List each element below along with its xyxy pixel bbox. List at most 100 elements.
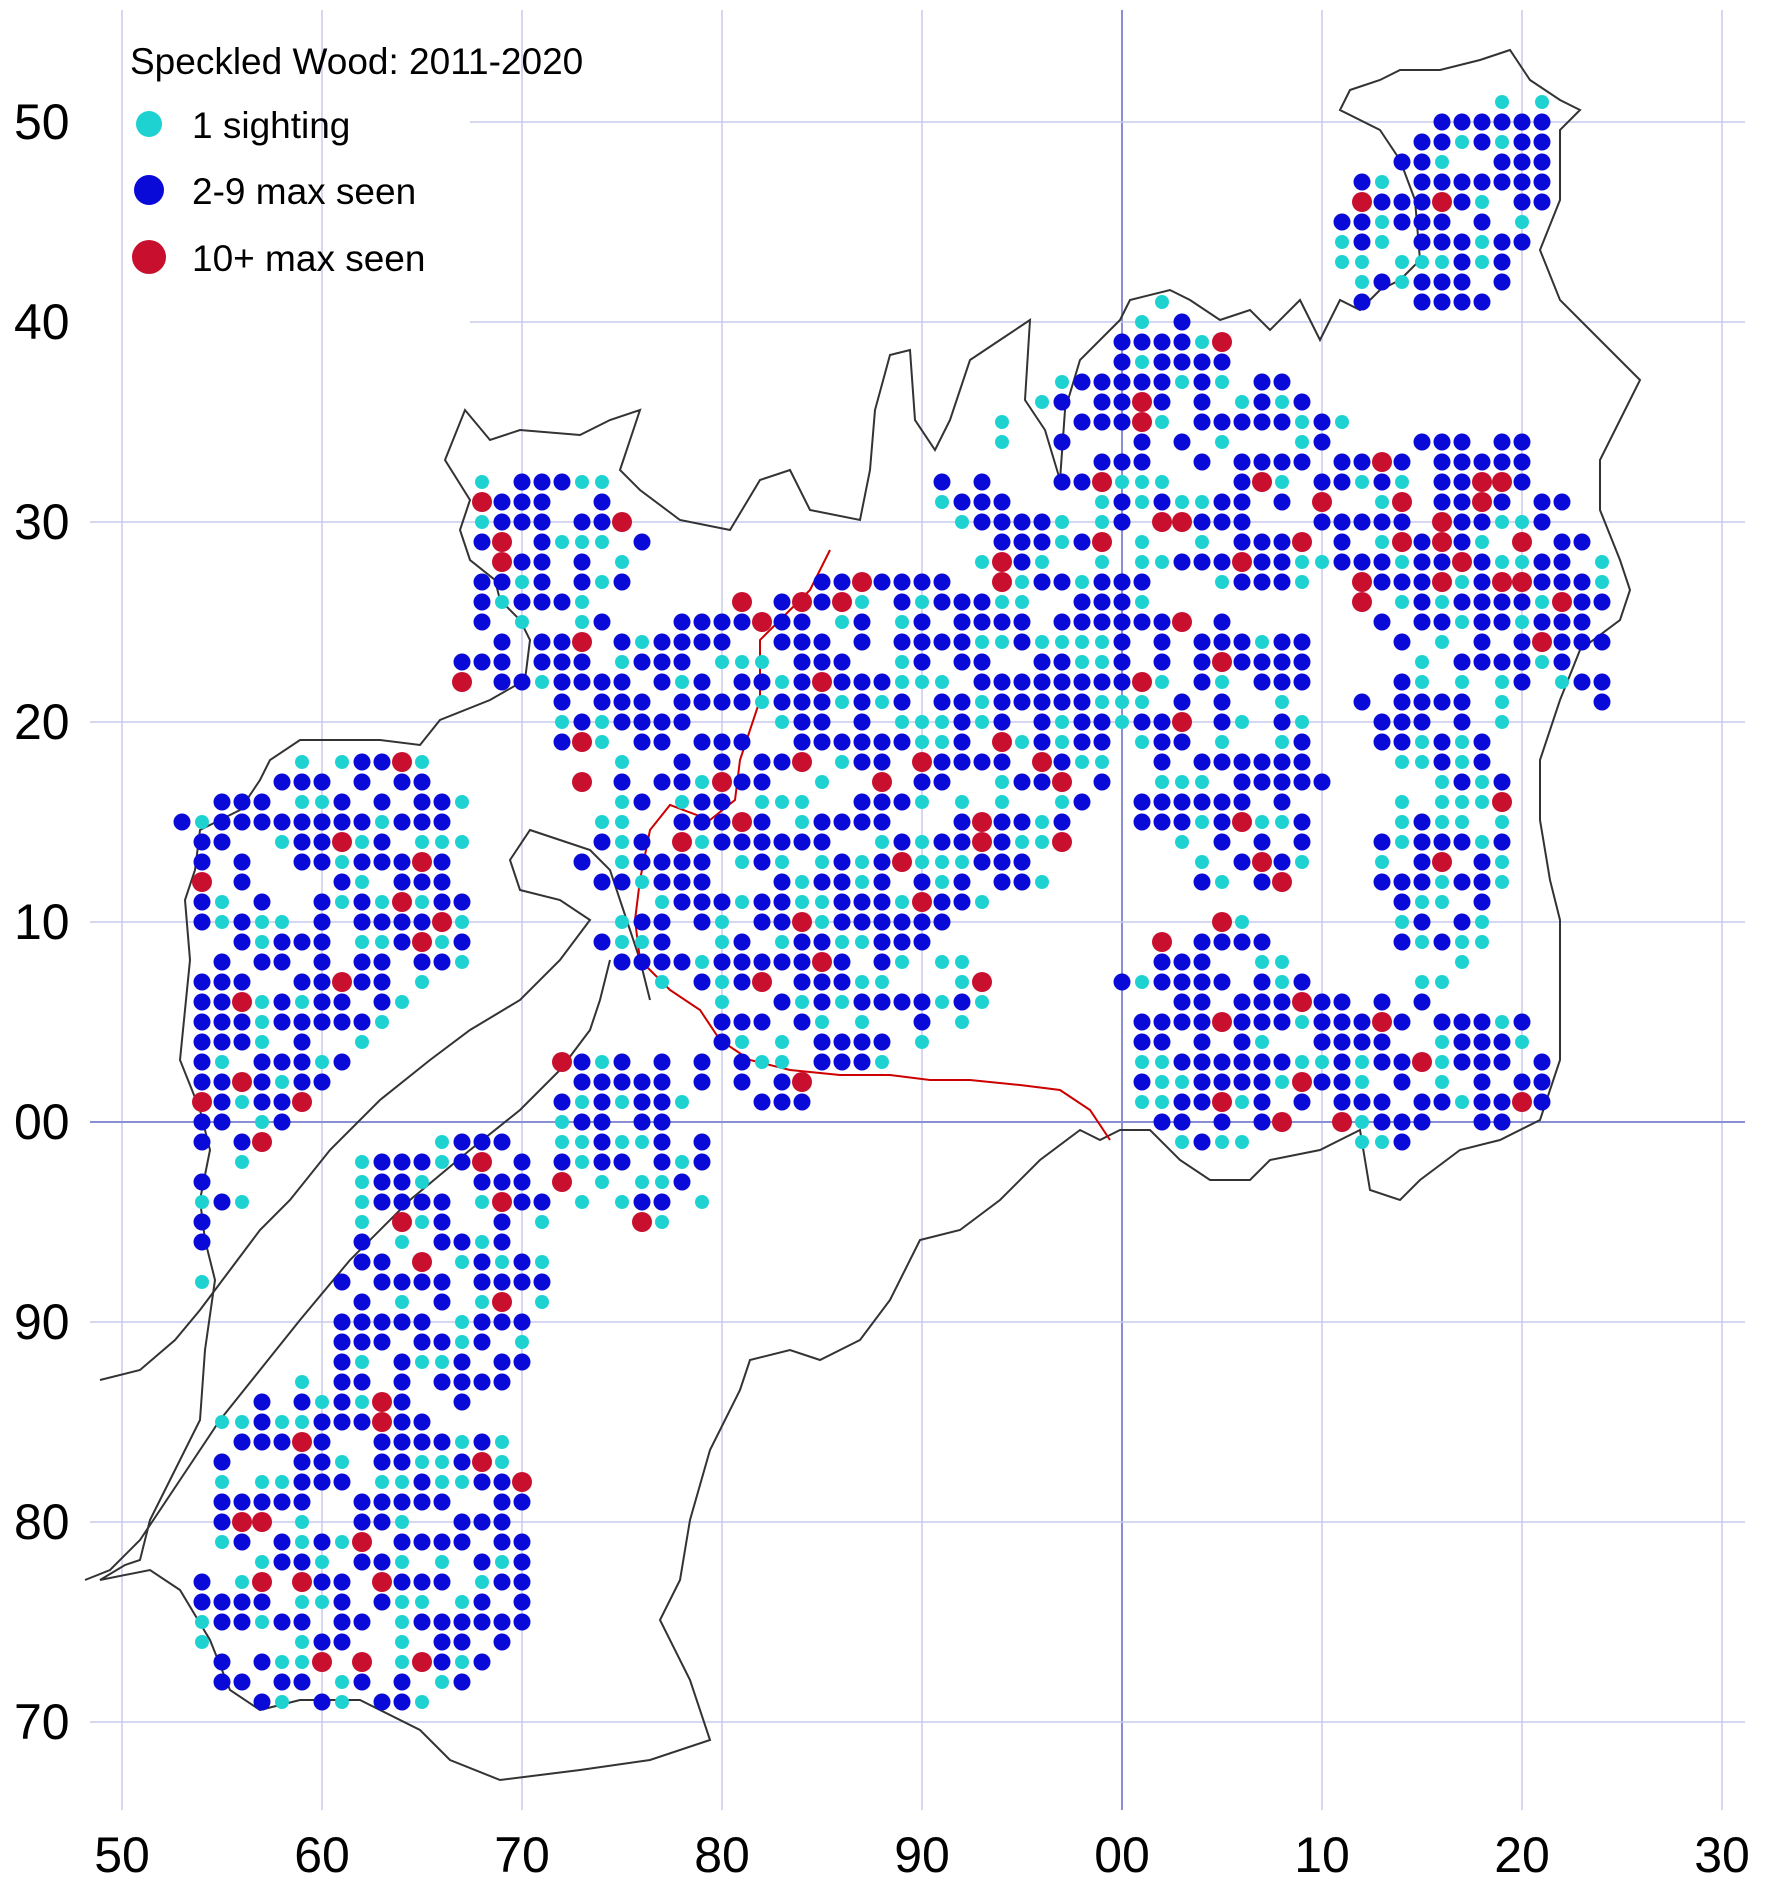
sighting-dot-one	[695, 835, 709, 849]
sighting-dot-few	[353, 813, 371, 831]
sighting-dot-few	[1233, 633, 1251, 651]
sighting-dot-few	[953, 873, 971, 891]
sighting-dot-one	[1495, 515, 1509, 529]
sighting-dot-few	[1413, 993, 1431, 1011]
sighting-dot-many	[292, 1432, 312, 1452]
sighting-dot-few	[373, 913, 391, 931]
sighting-dot-one	[415, 755, 429, 769]
sighting-dot-one	[895, 715, 909, 729]
sighting-dot-one	[635, 1135, 649, 1149]
sighting-dot-few	[1273, 1053, 1291, 1071]
sighting-dot-few	[293, 1493, 311, 1511]
sighting-dot-few	[413, 773, 431, 791]
sighting-dot-few	[573, 1053, 591, 1071]
sighting-dot-few	[733, 1053, 751, 1071]
sighting-dot-one	[1195, 775, 1209, 789]
sighting-dot-one	[1475, 775, 1489, 789]
sighting-dot-few	[1553, 553, 1571, 571]
sighting-dot-few	[793, 613, 811, 631]
sighting-dot-few	[1573, 673, 1591, 691]
sighting-dot-one	[355, 835, 369, 849]
sighting-dot-few	[373, 833, 391, 851]
sighting-dot-few	[1493, 173, 1511, 191]
sighting-dot-few	[193, 833, 211, 851]
sighting-dot-few	[353, 1313, 371, 1331]
sighting-dot-many	[1172, 612, 1192, 632]
sighting-dot-few	[193, 913, 211, 931]
sighting-dot-few	[1293, 633, 1311, 651]
sighting-dot-one	[195, 1195, 209, 1209]
sighting-dot-one	[975, 715, 989, 729]
sighting-dot-few	[1273, 553, 1291, 571]
sighting-dot-few	[1193, 953, 1211, 971]
sighting-dot-few	[1393, 1053, 1411, 1071]
sighting-dot-one	[1275, 735, 1289, 749]
sighting-dot-few	[513, 1253, 531, 1271]
sighting-dot-few	[1253, 1073, 1271, 1091]
sighting-dot-many	[1152, 932, 1172, 952]
sighting-dot-few	[613, 1073, 631, 1091]
sighting-dot-one	[1375, 235, 1389, 249]
sighting-dot-few	[1073, 473, 1091, 491]
sighting-dot-few	[833, 673, 851, 691]
sighting-dot-many	[1492, 792, 1512, 812]
sighting-dot-few	[973, 513, 991, 531]
sighting-dot-few	[1133, 573, 1151, 591]
sighting-dot-few	[1193, 873, 1211, 891]
sighting-dot-few	[913, 573, 931, 591]
sighting-dot-few	[493, 1173, 511, 1191]
sighting-dot-few	[253, 793, 271, 811]
sighting-dot-few	[1193, 793, 1211, 811]
sighting-dot-one	[875, 835, 889, 849]
sighting-dot-few	[1093, 673, 1111, 691]
sighting-dot-few	[293, 1393, 311, 1411]
sighting-dot-one	[1175, 495, 1189, 509]
sighting-dot-one	[1095, 555, 1109, 569]
sighting-dot-few	[733, 733, 751, 751]
sighting-dot-few	[513, 1493, 531, 1511]
sighting-dot-few	[993, 853, 1011, 871]
sighting-dot-few	[593, 673, 611, 691]
sighting-dot-one	[935, 855, 949, 869]
sighting-dot-one	[215, 1055, 229, 1069]
sighting-dot-one	[575, 475, 589, 489]
sighting-dot-few	[1433, 753, 1451, 771]
sighting-dot-few	[1333, 1073, 1351, 1091]
sighting-dot-one	[795, 875, 809, 889]
sighting-dot-few	[753, 833, 771, 851]
sighting-dot-few	[1493, 773, 1511, 791]
sighting-dot-few	[993, 813, 1011, 831]
sighting-dot-one	[255, 1115, 269, 1129]
sighting-dot-one	[475, 1195, 489, 1209]
sighting-dot-one	[1435, 975, 1449, 989]
sighting-dot-few	[633, 953, 651, 971]
sighting-dot-few	[353, 1013, 371, 1031]
sighting-dot-one	[395, 1515, 409, 1529]
sighting-dot-few	[1393, 213, 1411, 231]
sighting-dot-one	[675, 1095, 689, 1109]
sighting-dot-few	[1453, 1013, 1471, 1031]
sighting-dot-few	[313, 893, 331, 911]
sighting-dot-few	[733, 613, 751, 631]
sighting-dot-few	[873, 573, 891, 591]
sighting-dot-few	[633, 693, 651, 711]
sighting-dot-many	[1212, 912, 1232, 932]
sighting-dot-many	[1432, 572, 1452, 592]
sighting-dot-few	[1133, 1013, 1151, 1031]
sighting-dot-few	[273, 1433, 291, 1451]
sighting-dot-few	[1013, 513, 1031, 531]
sighting-dot-one	[615, 795, 629, 809]
sighting-dot-one	[935, 675, 949, 689]
sighting-dot-few	[1533, 133, 1551, 151]
sighting-dot-few	[593, 1113, 611, 1131]
sighting-dot-few	[633, 913, 651, 931]
sighting-dot-few	[233, 1673, 251, 1691]
sighting-dot-one	[395, 995, 409, 1009]
sighting-dot-one	[1015, 595, 1029, 609]
sighting-dot-few	[773, 593, 791, 611]
sighting-dot-few	[1513, 133, 1531, 151]
sighting-dot-one	[1275, 1075, 1289, 1089]
sighting-dot-one	[715, 995, 729, 1009]
sighting-dot-few	[1333, 513, 1351, 531]
sighting-dot-few	[993, 713, 1011, 731]
